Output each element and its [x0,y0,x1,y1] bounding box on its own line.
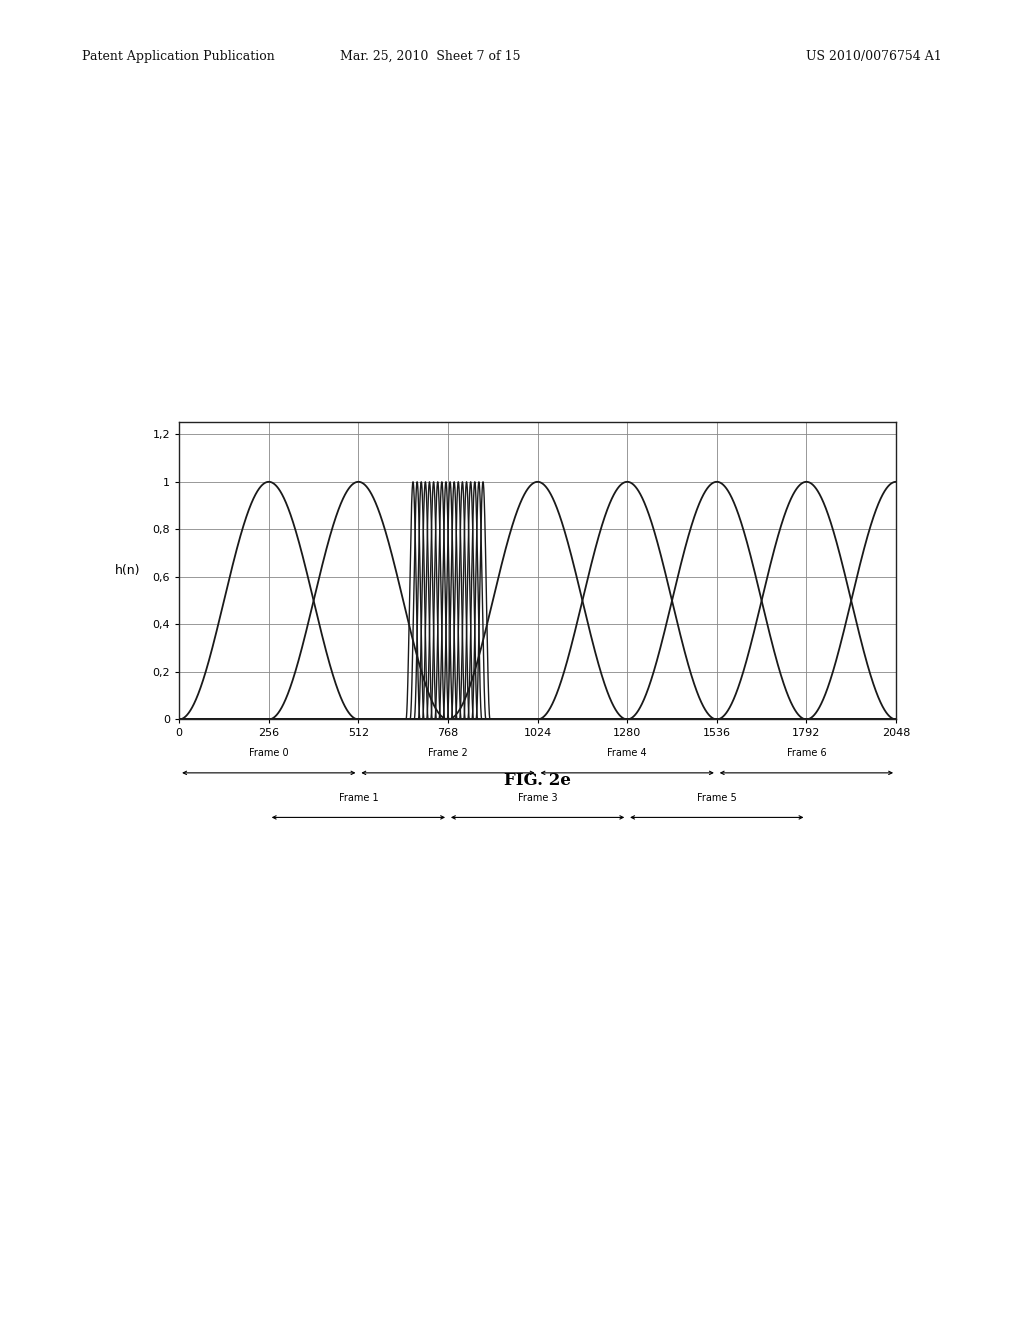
Text: Frame 5: Frame 5 [697,792,736,803]
Text: Frame 6: Frame 6 [786,748,826,758]
Y-axis label: h(n): h(n) [115,565,140,577]
Text: Mar. 25, 2010  Sheet 7 of 15: Mar. 25, 2010 Sheet 7 of 15 [340,50,520,63]
Text: US 2010/0076754 A1: US 2010/0076754 A1 [806,50,942,63]
Text: Frame 0: Frame 0 [249,748,289,758]
Text: Frame 1: Frame 1 [339,792,378,803]
Text: FIG. 2e: FIG. 2e [504,772,571,789]
Text: Frame 4: Frame 4 [607,748,647,758]
Text: Frame 3: Frame 3 [518,792,557,803]
Text: Frame 2: Frame 2 [428,748,468,758]
Text: Patent Application Publication: Patent Application Publication [82,50,274,63]
